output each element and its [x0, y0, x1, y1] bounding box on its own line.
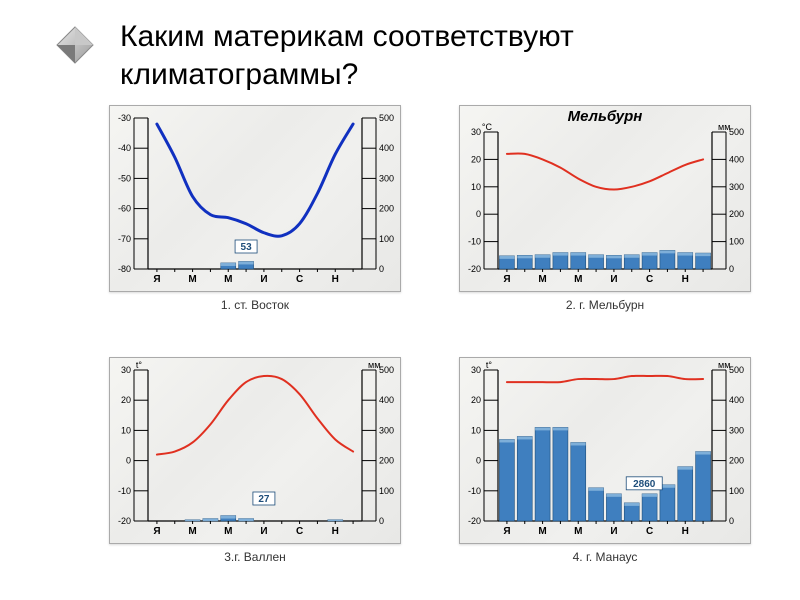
svg-text:20: 20	[471, 395, 481, 405]
svg-text:0: 0	[729, 264, 734, 274]
svg-text:М: М	[188, 274, 196, 285]
svg-text:Я: Я	[503, 274, 510, 285]
svg-text:мм: мм	[718, 122, 730, 132]
svg-text:Н: Н	[682, 526, 689, 537]
svg-text:-10: -10	[468, 237, 481, 247]
svg-text:Н: Н	[682, 274, 689, 285]
svg-text:Н: Н	[332, 526, 339, 537]
svg-text:И: И	[610, 274, 617, 285]
svg-text:300: 300	[729, 182, 744, 192]
cell-2: Мельбурн -20-100102030°C0100200300400500…	[450, 105, 760, 343]
svg-text:-40: -40	[118, 143, 131, 153]
svg-text:М: М	[574, 526, 582, 537]
svg-text:Н: Н	[332, 274, 339, 285]
climogram-manaus: -20 -10 0 10 20 30 t° 0 100 200 300 400 500мм Я М М И С Н 2…	[459, 357, 751, 544]
svg-text:300: 300	[729, 425, 744, 435]
svg-text:-20: -20	[468, 264, 481, 274]
svg-text:100: 100	[379, 486, 394, 496]
slide-title: Каким материкам соответствуют климатогра…	[120, 18, 800, 93]
svg-text:-80: -80	[118, 264, 131, 274]
svg-text:-10: -10	[118, 486, 131, 496]
svg-text:М: М	[224, 526, 232, 537]
svg-text:-10: -10	[468, 486, 481, 496]
svg-text:С: С	[646, 526, 653, 537]
svg-text:И: И	[610, 526, 617, 537]
svg-text:-30: -30	[118, 113, 131, 123]
svg-text:0: 0	[476, 456, 481, 466]
caption-1: 1. ст. Восток	[221, 298, 289, 312]
svg-text:30: 30	[471, 127, 481, 137]
svg-text:-70: -70	[118, 234, 131, 244]
svg-text:400: 400	[379, 395, 394, 405]
svg-text:0: 0	[476, 209, 481, 219]
svg-text:С: С	[646, 274, 653, 285]
svg-text:Я: Я	[153, 526, 160, 537]
chart-grid: -80-70-60-50-40-300100200300400500ЯММИСН…	[100, 105, 760, 595]
svg-text:500: 500	[729, 127, 744, 137]
svg-text:30: 30	[471, 365, 481, 375]
svg-text:0: 0	[379, 264, 384, 274]
bullet-diamond-icon	[55, 25, 95, 65]
svg-text:И: И	[260, 274, 267, 285]
svg-text:200: 200	[729, 209, 744, 219]
svg-text:400: 400	[729, 395, 744, 405]
svg-text:20: 20	[121, 395, 131, 405]
svg-text:Я: Я	[153, 274, 160, 285]
svg-text:С: С	[296, 526, 303, 537]
caption-4: 4. г. Манаус	[573, 550, 638, 564]
climogram-melbourne: Мельбурн -20-100102030°C0100200300400500…	[459, 105, 751, 292]
svg-text:Я: Я	[503, 526, 510, 537]
climogram-vostok: -80 -70 -60 -50 -40 -30 0 100 200 300 400 500 Я М М И С Н…	[109, 105, 401, 292]
svg-text:М: М	[188, 526, 196, 537]
svg-text:500: 500	[379, 113, 394, 123]
caption-2: 2. г. Мельбурн	[566, 298, 644, 312]
svg-text:t°: t°	[486, 360, 493, 370]
svg-text:200: 200	[379, 456, 394, 466]
svg-text:-20: -20	[118, 516, 131, 526]
svg-text:53: 53	[241, 242, 253, 253]
svg-text:10: 10	[121, 425, 131, 435]
svg-text:100: 100	[729, 486, 744, 496]
svg-text:М: М	[538, 526, 546, 537]
svg-text:0: 0	[126, 456, 131, 466]
svg-text:2860: 2860	[633, 479, 656, 490]
svg-text:500: 500	[379, 365, 394, 375]
svg-text:100: 100	[729, 237, 744, 247]
svg-text:-60: -60	[118, 204, 131, 214]
cell-1: -80 -70 -60 -50 -40 -30 0 100 200 300 400 500 Я М М И С Н…	[100, 105, 410, 343]
svg-text:400: 400	[379, 143, 394, 153]
svg-text:М: М	[538, 274, 546, 285]
svg-text:400: 400	[729, 154, 744, 164]
svg-text:t°: t°	[136, 360, 143, 370]
svg-text:0: 0	[729, 516, 734, 526]
svg-text:27: 27	[258, 494, 270, 505]
svg-text:30: 30	[121, 365, 131, 375]
svg-text:мм: мм	[368, 360, 380, 370]
svg-text:И: И	[260, 526, 267, 537]
svg-text:-20: -20	[468, 516, 481, 526]
svg-text:мм: мм	[718, 360, 730, 370]
svg-text:М: М	[574, 274, 582, 285]
svg-text:20: 20	[471, 154, 481, 164]
svg-text:300: 300	[379, 173, 394, 183]
svg-text:0: 0	[379, 516, 384, 526]
svg-text:С: С	[296, 274, 303, 285]
svg-text:200: 200	[379, 204, 394, 214]
cell-3: -20 -10 0 10 20 30 t° 0 100 200 300 400 500мм Я М М И С Н 2…	[100, 357, 410, 595]
svg-text:°C: °C	[482, 122, 493, 132]
svg-text:М: М	[224, 274, 232, 285]
svg-text:-50: -50	[118, 173, 131, 183]
cell-4: -20 -10 0 10 20 30 t° 0 100 200 300 400 500мм Я М М И С Н 2…	[450, 357, 760, 595]
caption-3: 3.г. Валлен	[224, 550, 286, 564]
svg-text:300: 300	[379, 425, 394, 435]
svg-text:10: 10	[471, 425, 481, 435]
svg-text:500: 500	[729, 365, 744, 375]
climogram-vallen: -20 -10 0 10 20 30 t° 0 100 200 300 400 500мм Я М М И С Н 2…	[109, 357, 401, 544]
slide: Каким материкам соответствуют климатогра…	[0, 0, 800, 600]
svg-text:200: 200	[729, 456, 744, 466]
svg-text:100: 100	[379, 234, 394, 244]
svg-text:10: 10	[471, 182, 481, 192]
